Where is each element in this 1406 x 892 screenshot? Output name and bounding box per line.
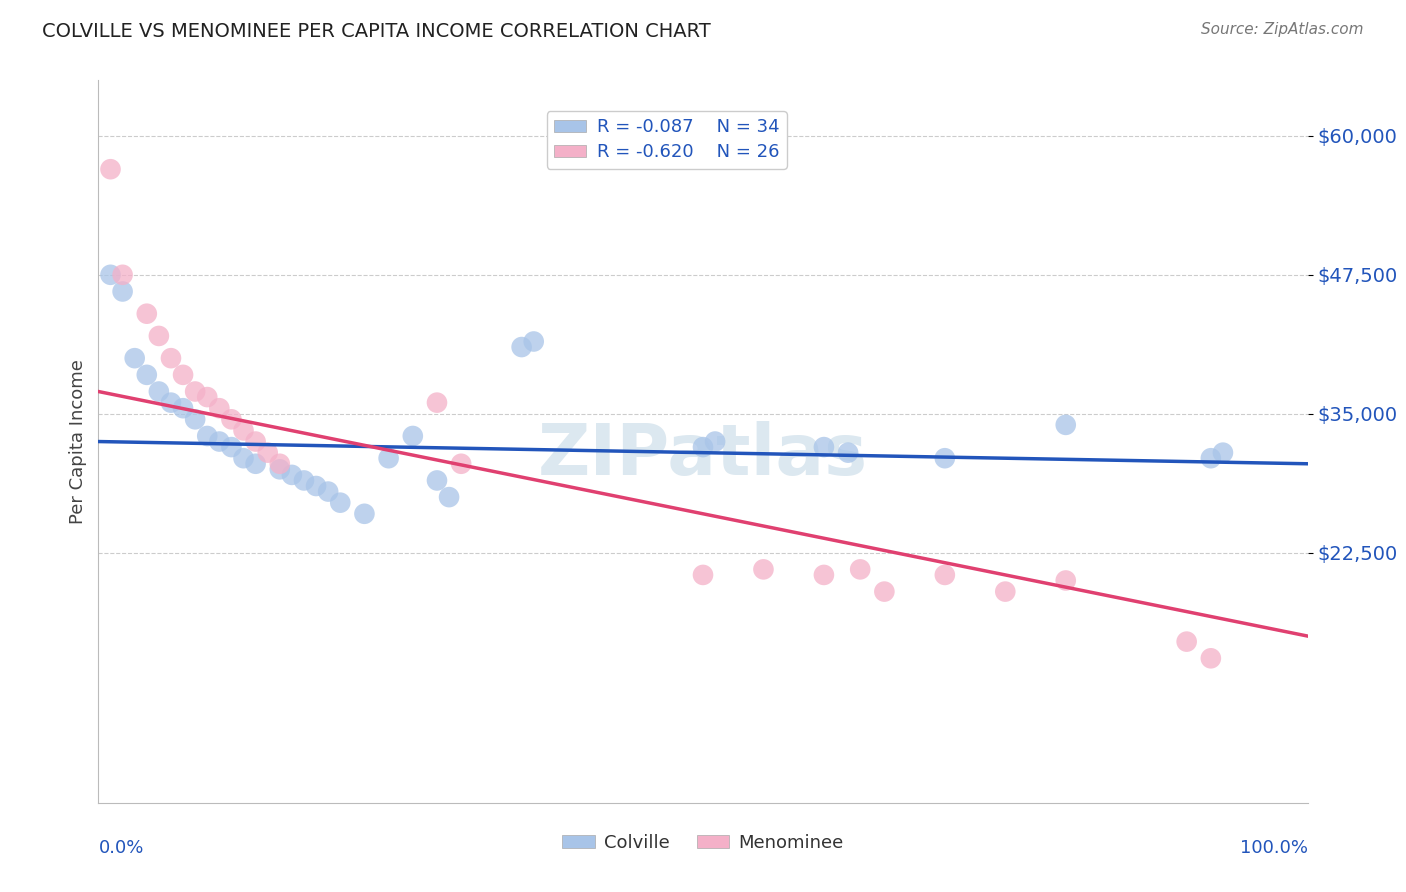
Point bbox=[510, 340, 533, 354]
Point bbox=[208, 434, 231, 449]
Point bbox=[195, 429, 218, 443]
Point bbox=[813, 568, 835, 582]
Point bbox=[160, 395, 183, 409]
Point bbox=[994, 584, 1017, 599]
Point bbox=[269, 457, 291, 471]
Point bbox=[124, 351, 146, 366]
Point bbox=[100, 268, 122, 282]
Point bbox=[292, 474, 315, 488]
Point bbox=[184, 384, 207, 399]
Point bbox=[402, 429, 425, 443]
Point bbox=[195, 390, 218, 404]
Point bbox=[692, 440, 714, 454]
Point bbox=[245, 457, 267, 471]
Text: 0.0%: 0.0% bbox=[98, 838, 143, 857]
Point bbox=[148, 329, 170, 343]
Legend: Colville, Menominee: Colville, Menominee bbox=[555, 826, 851, 859]
Point bbox=[148, 384, 170, 399]
Point bbox=[160, 351, 183, 366]
Point bbox=[305, 479, 328, 493]
Point bbox=[934, 568, 956, 582]
Point bbox=[426, 474, 449, 488]
Point bbox=[813, 440, 835, 454]
Point bbox=[1199, 451, 1222, 466]
Point bbox=[873, 584, 896, 599]
Point bbox=[221, 440, 243, 454]
Point bbox=[281, 467, 304, 482]
Text: COLVILLE VS MENOMINEE PER CAPITA INCOME CORRELATION CHART: COLVILLE VS MENOMINEE PER CAPITA INCOME … bbox=[42, 22, 711, 41]
Point bbox=[111, 268, 134, 282]
Point bbox=[221, 412, 243, 426]
Point bbox=[100, 162, 122, 177]
Point bbox=[426, 395, 449, 409]
Point bbox=[1175, 634, 1198, 648]
Point bbox=[208, 401, 231, 416]
Point bbox=[1212, 445, 1234, 459]
Point bbox=[184, 412, 207, 426]
Point bbox=[135, 307, 157, 321]
Point bbox=[111, 285, 134, 299]
Point bbox=[450, 457, 472, 471]
Point bbox=[377, 451, 399, 466]
Point bbox=[232, 424, 254, 438]
Point bbox=[172, 368, 194, 382]
Point bbox=[316, 484, 339, 499]
Text: Source: ZipAtlas.com: Source: ZipAtlas.com bbox=[1201, 22, 1364, 37]
Point bbox=[256, 445, 278, 459]
Point bbox=[172, 401, 194, 416]
Point bbox=[523, 334, 546, 349]
Point bbox=[353, 507, 375, 521]
Point bbox=[692, 568, 714, 582]
Point bbox=[752, 562, 775, 576]
Point bbox=[232, 451, 254, 466]
Point bbox=[1199, 651, 1222, 665]
Text: 100.0%: 100.0% bbox=[1240, 838, 1308, 857]
Point bbox=[269, 462, 291, 476]
Point bbox=[704, 434, 727, 449]
Point bbox=[1054, 417, 1077, 432]
Point bbox=[245, 434, 267, 449]
Point bbox=[329, 496, 352, 510]
Point bbox=[934, 451, 956, 466]
Text: ZIPatlas: ZIPatlas bbox=[538, 422, 868, 491]
Point bbox=[135, 368, 157, 382]
Point bbox=[437, 490, 460, 504]
Y-axis label: Per Capita Income: Per Capita Income bbox=[69, 359, 87, 524]
Point bbox=[849, 562, 872, 576]
Point bbox=[1054, 574, 1077, 588]
Point bbox=[837, 445, 859, 459]
